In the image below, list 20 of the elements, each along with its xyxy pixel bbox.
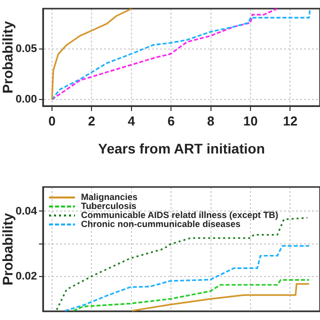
x-tick-label: 12 <box>282 113 298 128</box>
y-axis-title: Probability <box>0 212 16 286</box>
line-series <box>64 245 310 312</box>
legend-label: Communicable AIDS relatd illness (except TB) <box>81 210 278 220</box>
legend-label: Tuberculosis <box>81 200 136 211</box>
x-tick-label: 6 <box>167 113 175 128</box>
y-tick-label: 0.02 <box>16 270 37 283</box>
x-axis-title: Years from ART initiation <box>98 140 265 156</box>
legend-label: Malignancies <box>81 192 138 202</box>
x-tick-label: 10 <box>243 113 258 128</box>
y-tick-label: 0.04 <box>16 205 38 218</box>
x-tick-label: 8 <box>207 113 214 128</box>
x-tick-label: 2 <box>88 113 96 128</box>
x-tick-label: 0 <box>48 113 56 128</box>
y-tick-label: 0.00 <box>16 94 37 106</box>
line-series <box>72 279 310 312</box>
y-axis-title: Probability <box>0 20 16 94</box>
y-tick-label: 0.05 <box>16 43 37 56</box>
legend-label: Chronic non-cummunicable diseases <box>81 218 241 229</box>
x-tick-label: 4 <box>128 113 136 128</box>
